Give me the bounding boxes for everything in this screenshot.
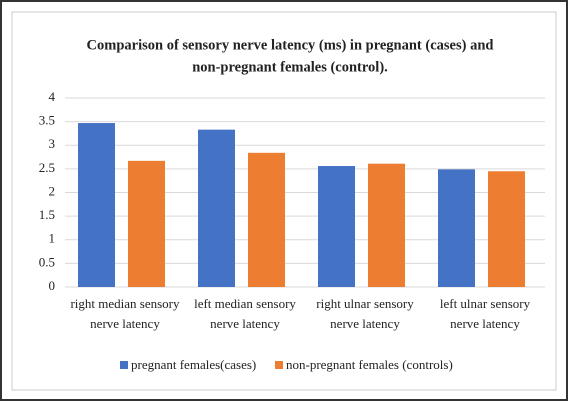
legend-label: pregnant females(cases): [131, 357, 256, 372]
bar: [318, 166, 355, 287]
legend-swatch: [120, 361, 128, 369]
y-tick-label: 3.5: [39, 113, 55, 128]
bar: [248, 152, 285, 287]
x-tick-label: left ulnar sensory: [440, 296, 531, 311]
y-tick-label: 0.5: [39, 254, 55, 269]
y-tick-label: 1.5: [39, 207, 55, 222]
y-tick-label: 4: [49, 89, 56, 104]
x-tick-label: nerve latency: [450, 316, 520, 331]
chart-title: non-pregnant females (control).: [192, 59, 388, 75]
bar: [488, 171, 525, 287]
legend-label: non-pregnant females (controls): [286, 357, 453, 372]
x-tick-label: right ulnar sensory: [316, 296, 414, 311]
chart-title: Comparison of sensory nerve latency (ms)…: [87, 37, 494, 53]
x-tick-label: nerve latency: [330, 316, 400, 331]
x-tick-label: nerve latency: [90, 316, 160, 331]
y-tick-label: 3: [49, 136, 56, 151]
legend-swatch: [275, 361, 283, 369]
y-tick-label: 2: [49, 183, 56, 198]
x-tick-label: nerve latency: [210, 316, 280, 331]
bar: [438, 169, 475, 287]
bar: [368, 163, 405, 287]
y-tick-label: 1: [49, 231, 56, 246]
x-tick-label: left median sensory: [194, 296, 296, 311]
bar: [78, 123, 115, 287]
bar: [128, 160, 165, 287]
bar: [198, 129, 235, 287]
x-tick-label: right median sensory: [70, 296, 180, 311]
y-tick-label: 0: [49, 278, 56, 293]
y-tick-label: 2.5: [39, 160, 55, 175]
